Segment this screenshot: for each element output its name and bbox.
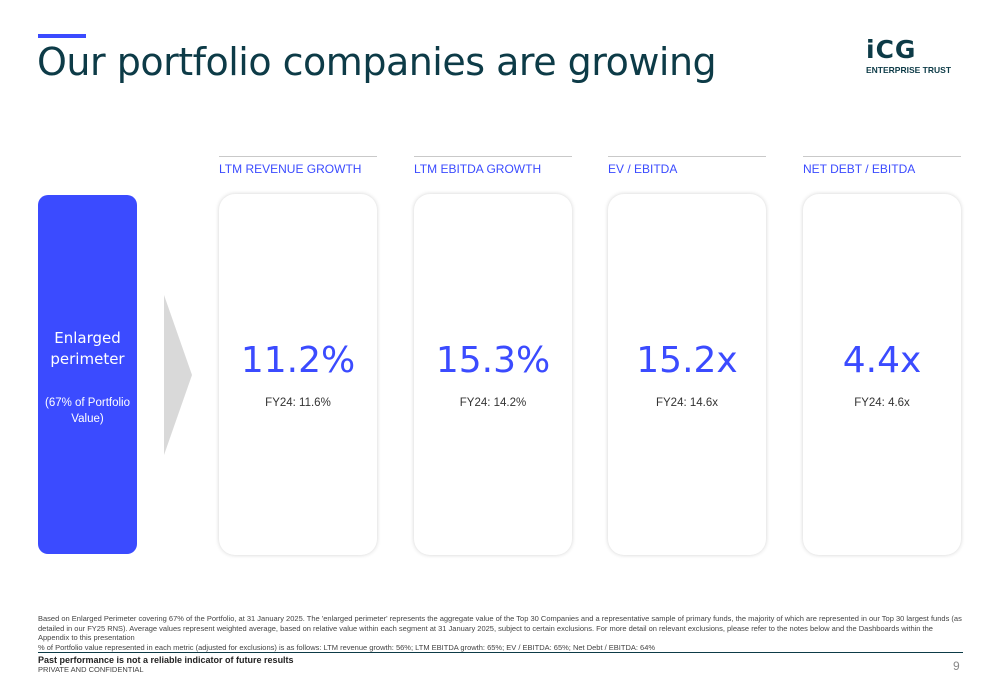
footnote-coverage: % of Portfolio value represented in each… <box>38 642 656 652</box>
performance-disclaimer: Past performance is not a reliable indic… <box>38 655 294 665</box>
header-ltm-revenue-growth: LTM REVENUE GROWTH <box>219 156 377 176</box>
logo-mark: iCG <box>866 35 917 64</box>
metric-value: 15.2x <box>636 340 738 381</box>
header-ltm-ebitda-growth: LTM EBITDA GROWTH <box>414 156 572 176</box>
metric-previous: FY24: 14.6x <box>655 397 718 409</box>
page-title: Our portfolio companies are growing <box>37 40 717 84</box>
logo-subtitle: ENTERPRISE TRUST <box>866 65 952 75</box>
chevron-right-icon <box>164 295 192 455</box>
company-logo: iCG ENTERPRISE TRUST <box>866 35 966 75</box>
title-accent-line <box>38 34 86 38</box>
metric-value: 4.4x <box>842 340 922 381</box>
metric-previous: FY24: 4.6x <box>854 397 910 409</box>
perimeter-label: Enlarged perimeter <box>50 329 125 368</box>
confidentiality-label: PRIVATE AND CONFIDENTIAL <box>38 665 144 674</box>
metric-previous: FY24: 11.6% <box>265 397 331 409</box>
metric-card-ev-ebitda: 15.2x FY24: 14.6x <box>608 194 766 555</box>
metric-value: 15.3% <box>435 340 551 381</box>
metric-card-net-debt-ebitda: 4.4x FY24: 4.6x <box>803 194 961 555</box>
metric-value: 11.2% <box>240 340 356 381</box>
header-net-debt-ebitda: NET DEBT / EBITDA <box>803 156 961 176</box>
metric-card-ltm-revenue-growth: 11.2% FY24: 11.6% <box>219 194 377 555</box>
header-ev-ebitda: EV / EBITDA <box>608 156 766 176</box>
perimeter-sublabel: (67% of Portfolio Value) <box>44 397 130 425</box>
footnote-perimeter: Based on Enlarged Perimeter covering 67%… <box>38 614 962 643</box>
footnote: Based on Enlarged Perimeter covering 67%… <box>38 614 963 652</box>
metric-previous: FY24: 14.2% <box>459 397 527 409</box>
footer-divider <box>38 652 963 653</box>
metric-card-ltm-ebitda-growth: 15.3% FY24: 14.2% <box>414 194 572 555</box>
enlarged-perimeter-panel: Enlarged perimeter (67% of Portfolio Val… <box>38 195 137 554</box>
page-number: 9 <box>953 659 960 673</box>
